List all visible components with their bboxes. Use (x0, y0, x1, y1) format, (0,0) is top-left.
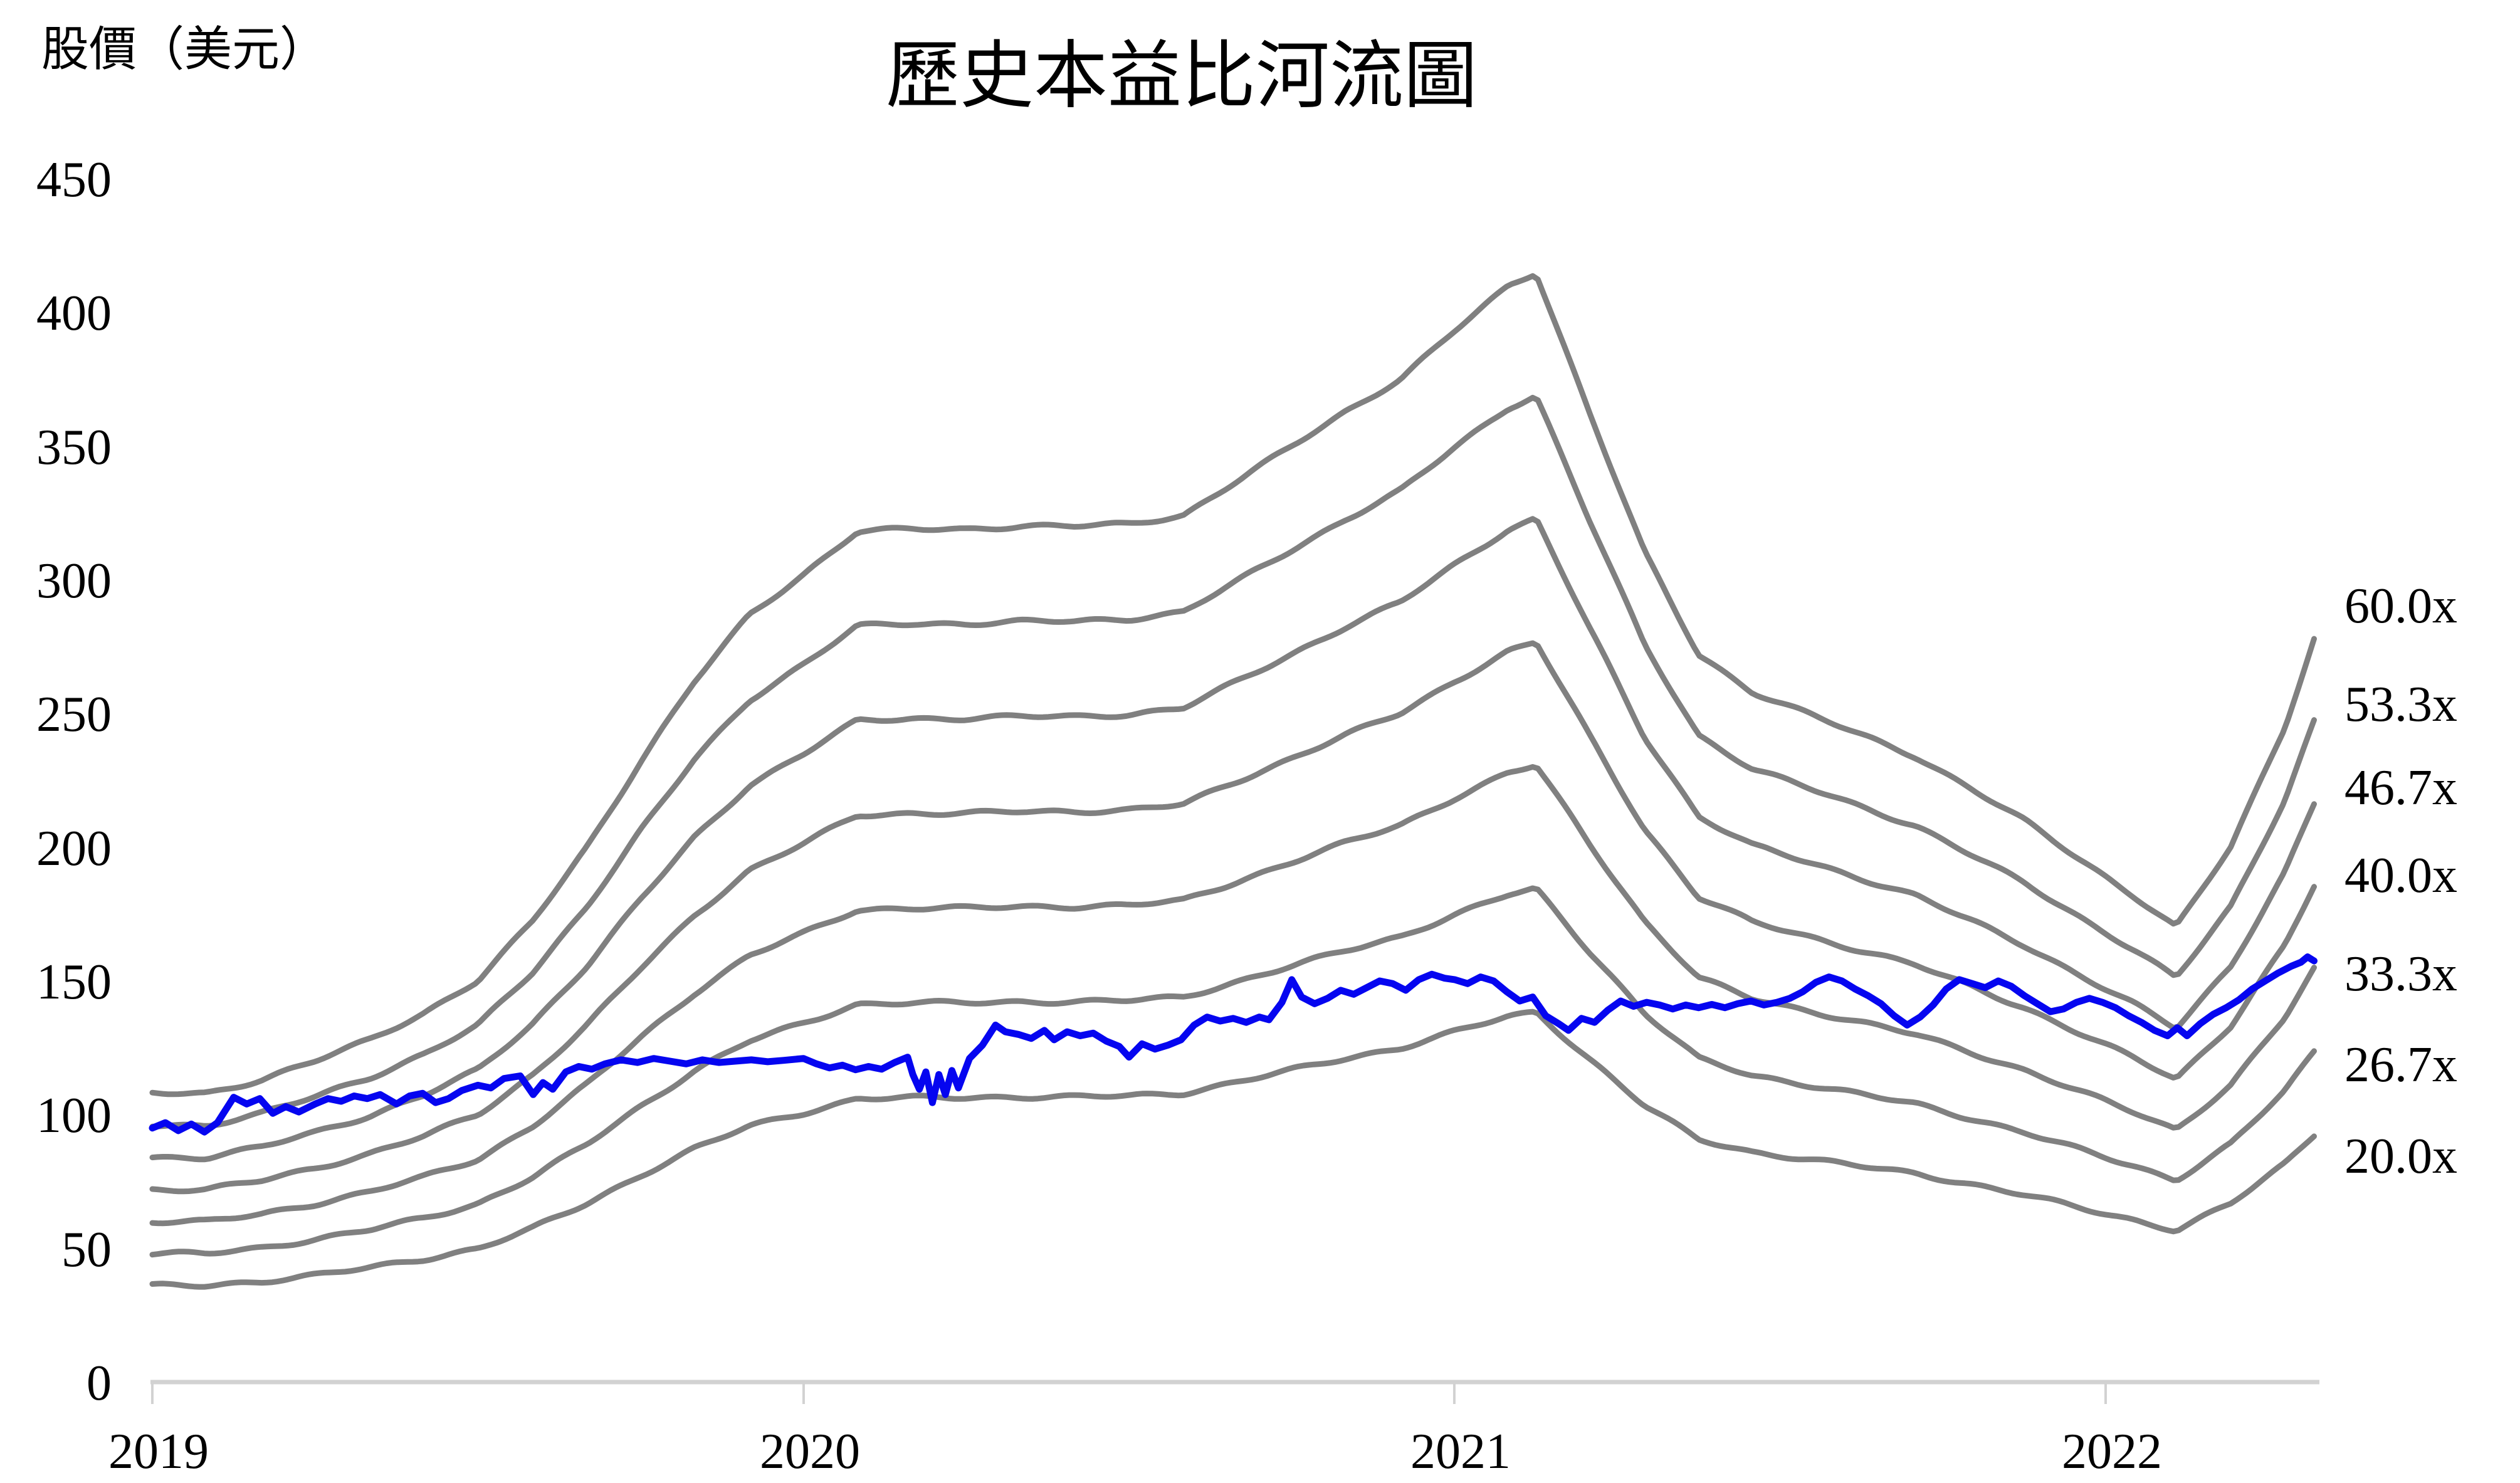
y-tick-label-250: 250 (36, 687, 112, 742)
pe-band-line-33.3x (149, 764, 2317, 1227)
y-tick-label-100: 100 (36, 1088, 112, 1143)
pe-multiple-labels: 60.0x 53.3x 46.7x 40.0x 33.3x 26.7x 20.0… (2344, 579, 2457, 1184)
y-tick-label-350: 350 (36, 420, 112, 475)
x-tick-label-2019: 2019 (108, 1424, 209, 1479)
pe-band-line-53.3x (149, 394, 2317, 1129)
x-tick-label-2022: 2022 (2062, 1424, 2162, 1479)
pe-band-line-26.7x (149, 885, 2317, 1258)
pe-label-20x: 20.0x (2344, 1129, 2457, 1184)
pe-label-53.3x: 53.3x (2344, 677, 2457, 732)
x-tick-label-2020: 2020 (760, 1424, 860, 1479)
y-tick-label-150: 150 (36, 955, 112, 1010)
x-axis-tick-labels: 2019 2020 2021 2022 (108, 1424, 2162, 1479)
y-tick-label-50: 50 (61, 1222, 112, 1277)
y-axis-tick-labels: 450 400 350 300 250 200 150 100 50 0 (36, 152, 112, 1411)
pe-label-26.7x: 26.7x (2344, 1037, 2457, 1093)
y-tick-label-400: 400 (36, 286, 112, 341)
x-tick-label-2021: 2021 (1410, 1424, 1511, 1479)
pe-band-line-46.7x (149, 516, 2317, 1163)
y-tick-label-200: 200 (36, 821, 112, 876)
pe-band-line-20.0x (149, 1009, 2317, 1290)
pe-label-60x: 60.0x (2344, 579, 2457, 634)
pe-band-lines (149, 273, 2317, 1290)
pe-label-33.3x: 33.3x (2344, 946, 2457, 1002)
y-tick-label-300: 300 (36, 553, 112, 609)
pe-label-40x: 40.0x (2344, 848, 2457, 903)
pe-band-line-40.0x (149, 640, 2317, 1195)
y-tick-label-0: 0 (87, 1356, 112, 1411)
chart-title: 歷史本益比河流圖 (886, 35, 1478, 117)
y-axis-unit-label: 股價（美元） (41, 24, 327, 76)
y-tick-label-450: 450 (36, 152, 112, 207)
stock-price-line (149, 953, 2318, 1136)
pe-band-line-60.0x (149, 273, 2317, 1098)
pe-label-46.7x: 46.7x (2344, 760, 2457, 815)
